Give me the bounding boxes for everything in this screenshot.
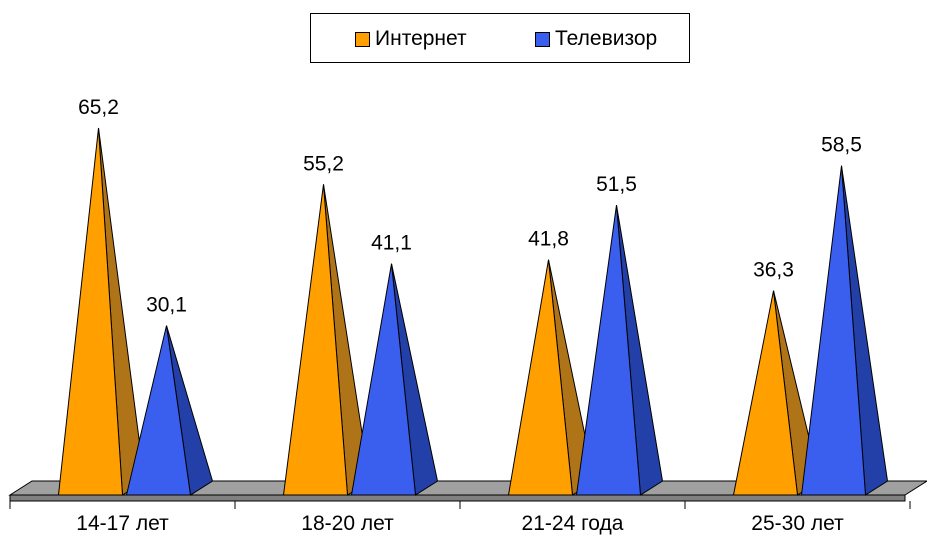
legend-label-internet: Интернет [375,27,467,50]
legend-item-tv: Телевизор [535,27,657,51]
data-label-1-1: 41,1 [371,232,412,255]
x-tick-label-1: 18-20 лет [301,512,394,535]
pyramid-front-0-0 [57,127,124,496]
data-label-1-0: 30,1 [146,294,187,317]
data-label-1-2: 51,5 [596,173,637,196]
x-tick-label-2: 21-24 года [522,512,624,535]
data-label-0-0: 65,2 [78,96,119,119]
pyramid-front-1-2 [575,205,642,496]
legend-label-tv: Телевизор [555,27,658,50]
chart-floor-front [9,494,906,502]
legend-item-internet: Интернет [355,27,467,51]
x-tick-label-0: 14-17 лет [76,512,169,535]
pyramid-front-1-1 [350,263,417,496]
pyramid-front-0-3 [732,290,799,496]
data-label-1-3: 58,5 [821,134,862,157]
data-label-0-2: 41,8 [528,228,569,251]
legend-swatch-internet [355,31,370,47]
legend-swatch-tv [535,31,550,47]
x-tick-label-3: 25-30 лет [751,512,844,535]
data-label-0-1: 55,2 [303,152,344,175]
pyramid-front-1-0 [125,325,192,496]
legend: Интернет Телевизор [310,13,690,63]
pyramid-front-0-2 [507,259,574,496]
pyramid-front-1-3 [800,165,867,496]
pyramid-front-0-1 [282,184,349,496]
data-label-0-3: 36,3 [753,259,794,282]
